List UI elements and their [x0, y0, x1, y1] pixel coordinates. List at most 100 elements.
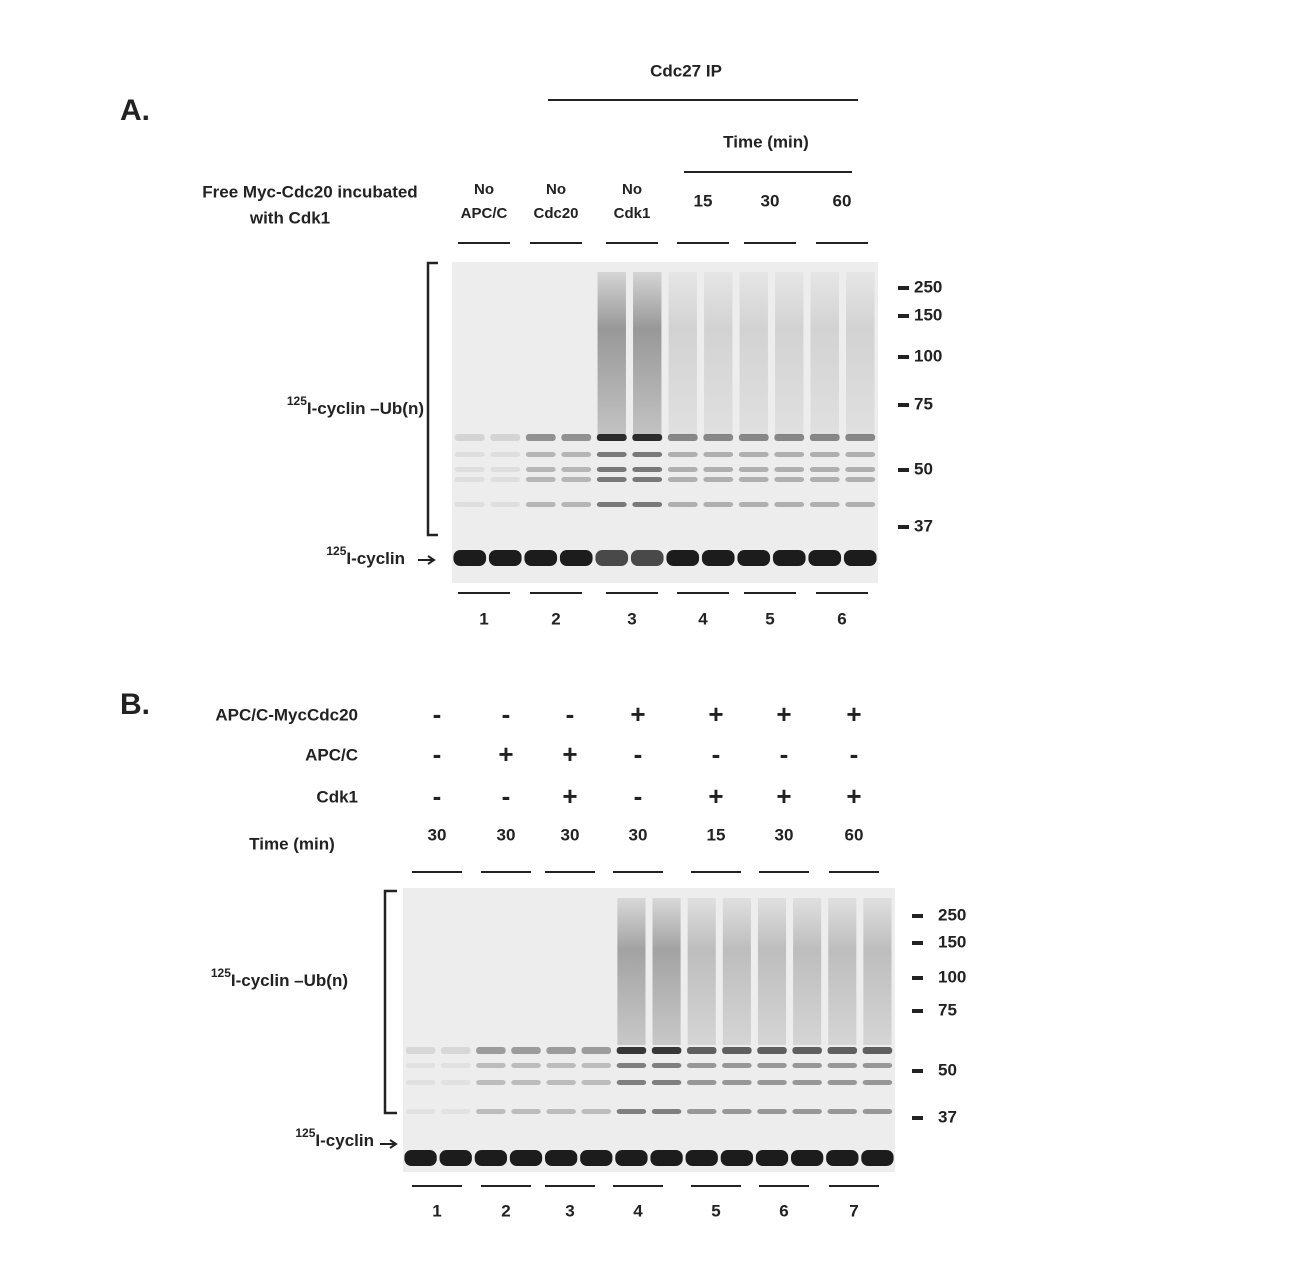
band: [862, 1109, 893, 1114]
substrate-band: [404, 1150, 437, 1166]
substrate-band: [772, 550, 806, 566]
row-value: -: [712, 739, 721, 769]
band: [738, 452, 769, 457]
row-label: Time (min): [249, 834, 335, 853]
band: [511, 1063, 541, 1068]
panel-label: A.: [120, 94, 150, 127]
marker-label: 150: [938, 932, 966, 951]
band: [686, 1080, 717, 1085]
row-label: with Cdk1: [249, 208, 330, 227]
smear: [597, 272, 626, 435]
row-value: +: [776, 781, 791, 811]
panel-label: B.: [120, 688, 150, 721]
band: [561, 452, 592, 457]
substrate-band: [861, 1150, 894, 1166]
substrate-band: [453, 550, 487, 566]
band: [476, 1109, 506, 1114]
band: [667, 434, 698, 441]
band: [686, 1109, 717, 1114]
band: [546, 1109, 576, 1114]
band: [632, 477, 663, 482]
band: [845, 502, 876, 507]
band: [722, 1063, 752, 1068]
band: [651, 1080, 682, 1085]
band: [616, 1063, 647, 1068]
band: [774, 434, 805, 441]
smear: [846, 272, 875, 435]
substrate-band: [474, 1150, 508, 1166]
band: [596, 434, 627, 441]
row-value: 30: [428, 825, 447, 844]
arrow: [418, 555, 436, 565]
band: [405, 1080, 436, 1085]
substrate-label: 125I-cyclin: [326, 544, 405, 568]
condition-label: No: [622, 181, 642, 198]
row-value: -: [433, 781, 442, 811]
band: [476, 1080, 506, 1085]
band: [809, 502, 840, 507]
smear: [739, 272, 768, 435]
lane-number: 1: [432, 1201, 441, 1220]
substrate-band: [524, 550, 558, 566]
band: [738, 477, 769, 482]
band: [686, 1063, 717, 1068]
band: [490, 434, 521, 441]
band: [774, 477, 805, 482]
band: [546, 1063, 576, 1068]
band: [703, 452, 734, 457]
band: [845, 477, 876, 482]
marker-label: 37: [938, 1107, 957, 1126]
band: [703, 467, 734, 472]
smear: [668, 272, 697, 435]
smear: [793, 898, 822, 1045]
substrate-band: [650, 1150, 683, 1166]
gel: [403, 888, 895, 1172]
band: [616, 1109, 647, 1114]
band: [809, 467, 840, 472]
row-label: APC/C-MycCdc20: [215, 705, 358, 724]
band: [581, 1080, 612, 1085]
band: [632, 452, 663, 457]
band: [454, 502, 485, 507]
substrate-band: [808, 550, 842, 566]
marker-label: 150: [914, 305, 942, 324]
time-header: Time (min): [723, 132, 809, 151]
band: [511, 1109, 541, 1114]
band: [757, 1109, 787, 1114]
substrate-band: [544, 1150, 578, 1166]
band: [845, 452, 876, 457]
substrate-band: [559, 550, 593, 566]
band: [738, 502, 769, 507]
band: [632, 502, 663, 507]
row-value: +: [708, 699, 723, 729]
row-label: Cdk1: [316, 787, 358, 806]
marker-label: 250: [938, 905, 966, 924]
band: [476, 1063, 506, 1068]
marker-label: 50: [938, 1060, 957, 1079]
smear: [757, 898, 787, 1045]
band: [596, 477, 627, 482]
lane-number: 4: [698, 609, 708, 628]
smear: [828, 898, 857, 1045]
marker-label: 75: [938, 1000, 957, 1019]
row-label: Free Myc-Cdc20 incubated: [202, 182, 417, 201]
band: [440, 1047, 471, 1054]
band: [862, 1063, 893, 1068]
marker-label: 75: [914, 394, 933, 413]
band: [454, 452, 485, 457]
substrate-band: [630, 550, 664, 566]
band: [561, 477, 592, 482]
band: [757, 1080, 787, 1085]
band: [667, 452, 698, 457]
row-value: +: [562, 781, 577, 811]
band: [525, 467, 556, 472]
band: [525, 434, 556, 441]
band: [596, 452, 627, 457]
product-label: 125I-cyclin –Ub(n): [287, 394, 424, 418]
band: [632, 467, 663, 472]
row-value: -: [566, 699, 575, 729]
band: [703, 434, 734, 441]
condition-label: 15: [694, 191, 713, 210]
band: [738, 434, 769, 441]
